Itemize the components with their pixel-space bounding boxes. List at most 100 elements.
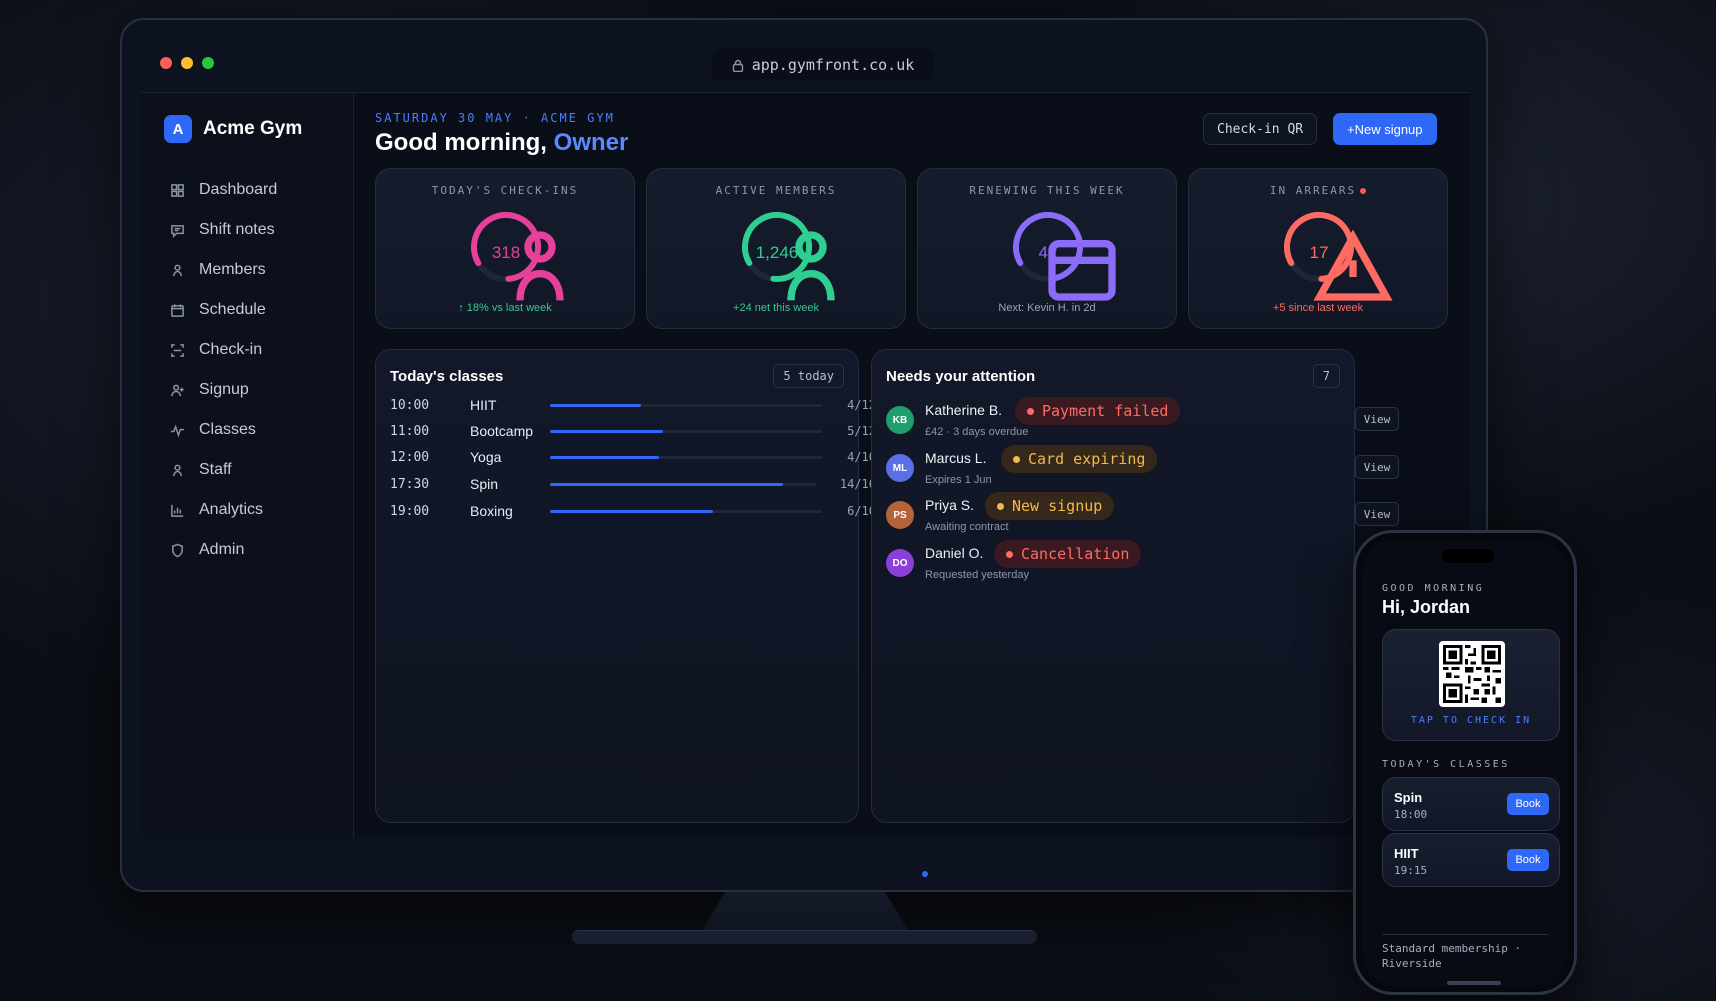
class-row[interactable]: 17:30 Spin 14/16: [390, 474, 890, 494]
class-time: 11:00: [390, 423, 430, 439]
dateline: SATURDAY 30 MAY · ACME GYM: [375, 111, 615, 125]
member-name: Marcus L.: [925, 450, 987, 466]
sidebar-item-check-in[interactable]: Check-in: [170, 330, 277, 370]
sidebar: A Acme Gym Dashboard Shift notes Members…: [140, 93, 354, 838]
attention-detail: Awaiting contract: [925, 521, 1009, 533]
class-row[interactable]: 19:00 Boxing 6/10: [390, 501, 890, 521]
shield-icon: [172, 543, 183, 557]
member-name: Katherine B.: [925, 402, 1003, 418]
sidebar-item-admin[interactable]: Admin: [170, 530, 277, 570]
sidebar-item-analytics[interactable]: Analytics: [170, 490, 277, 530]
close-window-button[interactable]: [160, 57, 172, 69]
status-dot: [1006, 550, 1013, 558]
stat-title: ACTIVE MEMBERS: [715, 184, 837, 197]
tap-to-checkin-label: TAP TO CHECK IN: [1410, 715, 1532, 726]
stat-card-active-members[interactable]: ACTIVE MEMBERS 1,246 +24 net this week: [646, 168, 906, 329]
view-button[interactable]: View: [1355, 455, 1399, 479]
phone-class-card[interactable]: HIIT 19:15 Book: [1382, 833, 1560, 887]
sidebar-item-staff[interactable]: Staff: [170, 450, 277, 490]
phone-class-card[interactable]: Spin 18:00 Book: [1382, 777, 1560, 831]
membership-footer: Standard membership · Riverside: [1382, 942, 1522, 970]
attention-item[interactable]: PS Priya S. New signup Awaiting contract…: [886, 492, 1399, 538]
address-bar[interactable]: app.gymfront.co.uk: [712, 49, 934, 81]
attention-item[interactable]: DO Daniel O. Cancellation Requested yest…: [886, 540, 1356, 586]
new-signup-button[interactable]: +New signup: [1333, 113, 1437, 145]
attention-item[interactable]: ML Marcus L. Card expiring Expires 1 Jun…: [886, 445, 1399, 491]
greeting-text: Good morning,: [375, 129, 547, 156]
phone-section-title: TODAY'S CLASSES: [1382, 759, 1510, 770]
monitor-frame: app.gymfront.co.uk A Acme Gym Dashboard …: [120, 18, 1488, 892]
sidebar-item-label: Analytics: [199, 501, 264, 518]
view-button[interactable]: View: [1355, 502, 1399, 526]
sidebar-item-classes[interactable]: Classes: [170, 410, 277, 450]
person-icon: [173, 264, 182, 276]
member-name: Daniel O.: [925, 545, 984, 561]
url-text: app.gymfront.co.uk: [751, 56, 915, 74]
progress-ring: 17: [1279, 207, 1393, 301]
sidebar-item-label: Dashboard: [199, 181, 278, 198]
ring-arc: [742, 212, 812, 282]
sidebar-item-label: Signup: [199, 381, 249, 398]
avatar: ML: [886, 454, 914, 482]
class-row[interactable]: 12:00 Yoga 4/10: [390, 447, 890, 467]
sidebar-item-label: Schedule: [199, 301, 266, 318]
class-count: 4/10: [847, 450, 876, 464]
class-count: 4/12: [847, 398, 876, 412]
sidebar-item-shift-notes[interactable]: Shift notes: [170, 210, 277, 250]
view-button[interactable]: View: [1355, 407, 1399, 431]
greeting-name: Owner: [553, 129, 629, 156]
class-time: 12:00: [390, 449, 430, 465]
status-dot: [1027, 407, 1034, 415]
avatar: DO: [886, 549, 914, 577]
monitor-base: [572, 930, 1037, 944]
book-button[interactable]: Book: [1507, 849, 1549, 871]
attention-detail: Requested yesterday: [925, 569, 1029, 581]
class-capacity-fill: [550, 456, 659, 459]
browser-titlebar: app.gymfront.co.uk: [140, 20, 1468, 92]
class-count: 6/10: [847, 504, 876, 518]
class-row[interactable]: 11:00 Bootcamp 5/12: [390, 421, 890, 441]
user-plus-icon: [171, 384, 184, 396]
book-button[interactable]: Book: [1507, 793, 1549, 815]
pulse-icon: [170, 424, 185, 438]
stat-title: RENEWING THIS WEEK: [969, 184, 1125, 197]
status-badge: New signup: [985, 492, 1115, 520]
class-capacity-track: [550, 510, 822, 513]
class-name: Bootcamp: [470, 423, 534, 439]
sidebar-item-schedule[interactable]: Schedule: [170, 290, 277, 330]
ring-svg: [742, 212, 812, 282]
phone-frame: GOOD MORNING Hi, Jordan: [1353, 530, 1577, 995]
home-indicator[interactable]: [1447, 981, 1501, 985]
avatar: KB: [886, 406, 914, 434]
stat-card-checkins[interactable]: TODAY'S CHECK-INS 318 ↑ 18% vs last week: [375, 168, 635, 329]
sidebar-item-signup[interactable]: Signup: [170, 370, 277, 410]
brand[interactable]: A Acme Gym: [164, 115, 302, 143]
progress-ring: 318: [466, 207, 564, 301]
monitor-stand: [700, 892, 910, 934]
classes-count-chip: 5 today: [773, 364, 844, 388]
class-count: 14/16: [839, 477, 876, 491]
member-name: Priya S.: [925, 497, 975, 513]
person-icon: [173, 464, 182, 476]
class-capacity-track: [550, 483, 816, 486]
maximize-window-button[interactable]: [202, 57, 214, 69]
stat-card-arrears[interactable]: IN ARREARS 17 +5 since last week: [1188, 168, 1448, 329]
qr-code: [1439, 641, 1505, 707]
stat-card-renewing[interactable]: RENEWING THIS WEEK 42 Next: Kevin H. in …: [917, 168, 1177, 329]
qr-code-icon: [1443, 645, 1501, 703]
stat-footnote: ↑ 18% vs last week: [458, 302, 552, 314]
status-badge: Payment failed: [1015, 397, 1181, 425]
class-count: 5/12: [847, 424, 876, 438]
stat-footnote: +24 net this week: [733, 302, 819, 314]
checkin-qr-button[interactable]: Check-in QR: [1203, 113, 1318, 145]
class-capacity-track: [550, 456, 822, 459]
sidebar-item-members[interactable]: Members: [170, 250, 277, 290]
attention-panel: Needs your attention 7 KB Katherine B. P…: [871, 349, 1399, 823]
class-row[interactable]: 10:00 HIIT 4/12: [390, 395, 890, 415]
class-time: 19:00: [390, 503, 430, 519]
todays-classes-panel: Today's classes 5 today 10:00 HIIT 4/12 …: [375, 349, 876, 823]
checkin-qr-card[interactable]: TAP TO CHECK IN: [1382, 629, 1560, 741]
sidebar-item-dashboard[interactable]: Dashboard: [170, 170, 277, 210]
minimize-window-button[interactable]: [181, 57, 193, 69]
attention-item[interactable]: KB Katherine B. Payment failed £42 · 3 d…: [886, 397, 1399, 443]
